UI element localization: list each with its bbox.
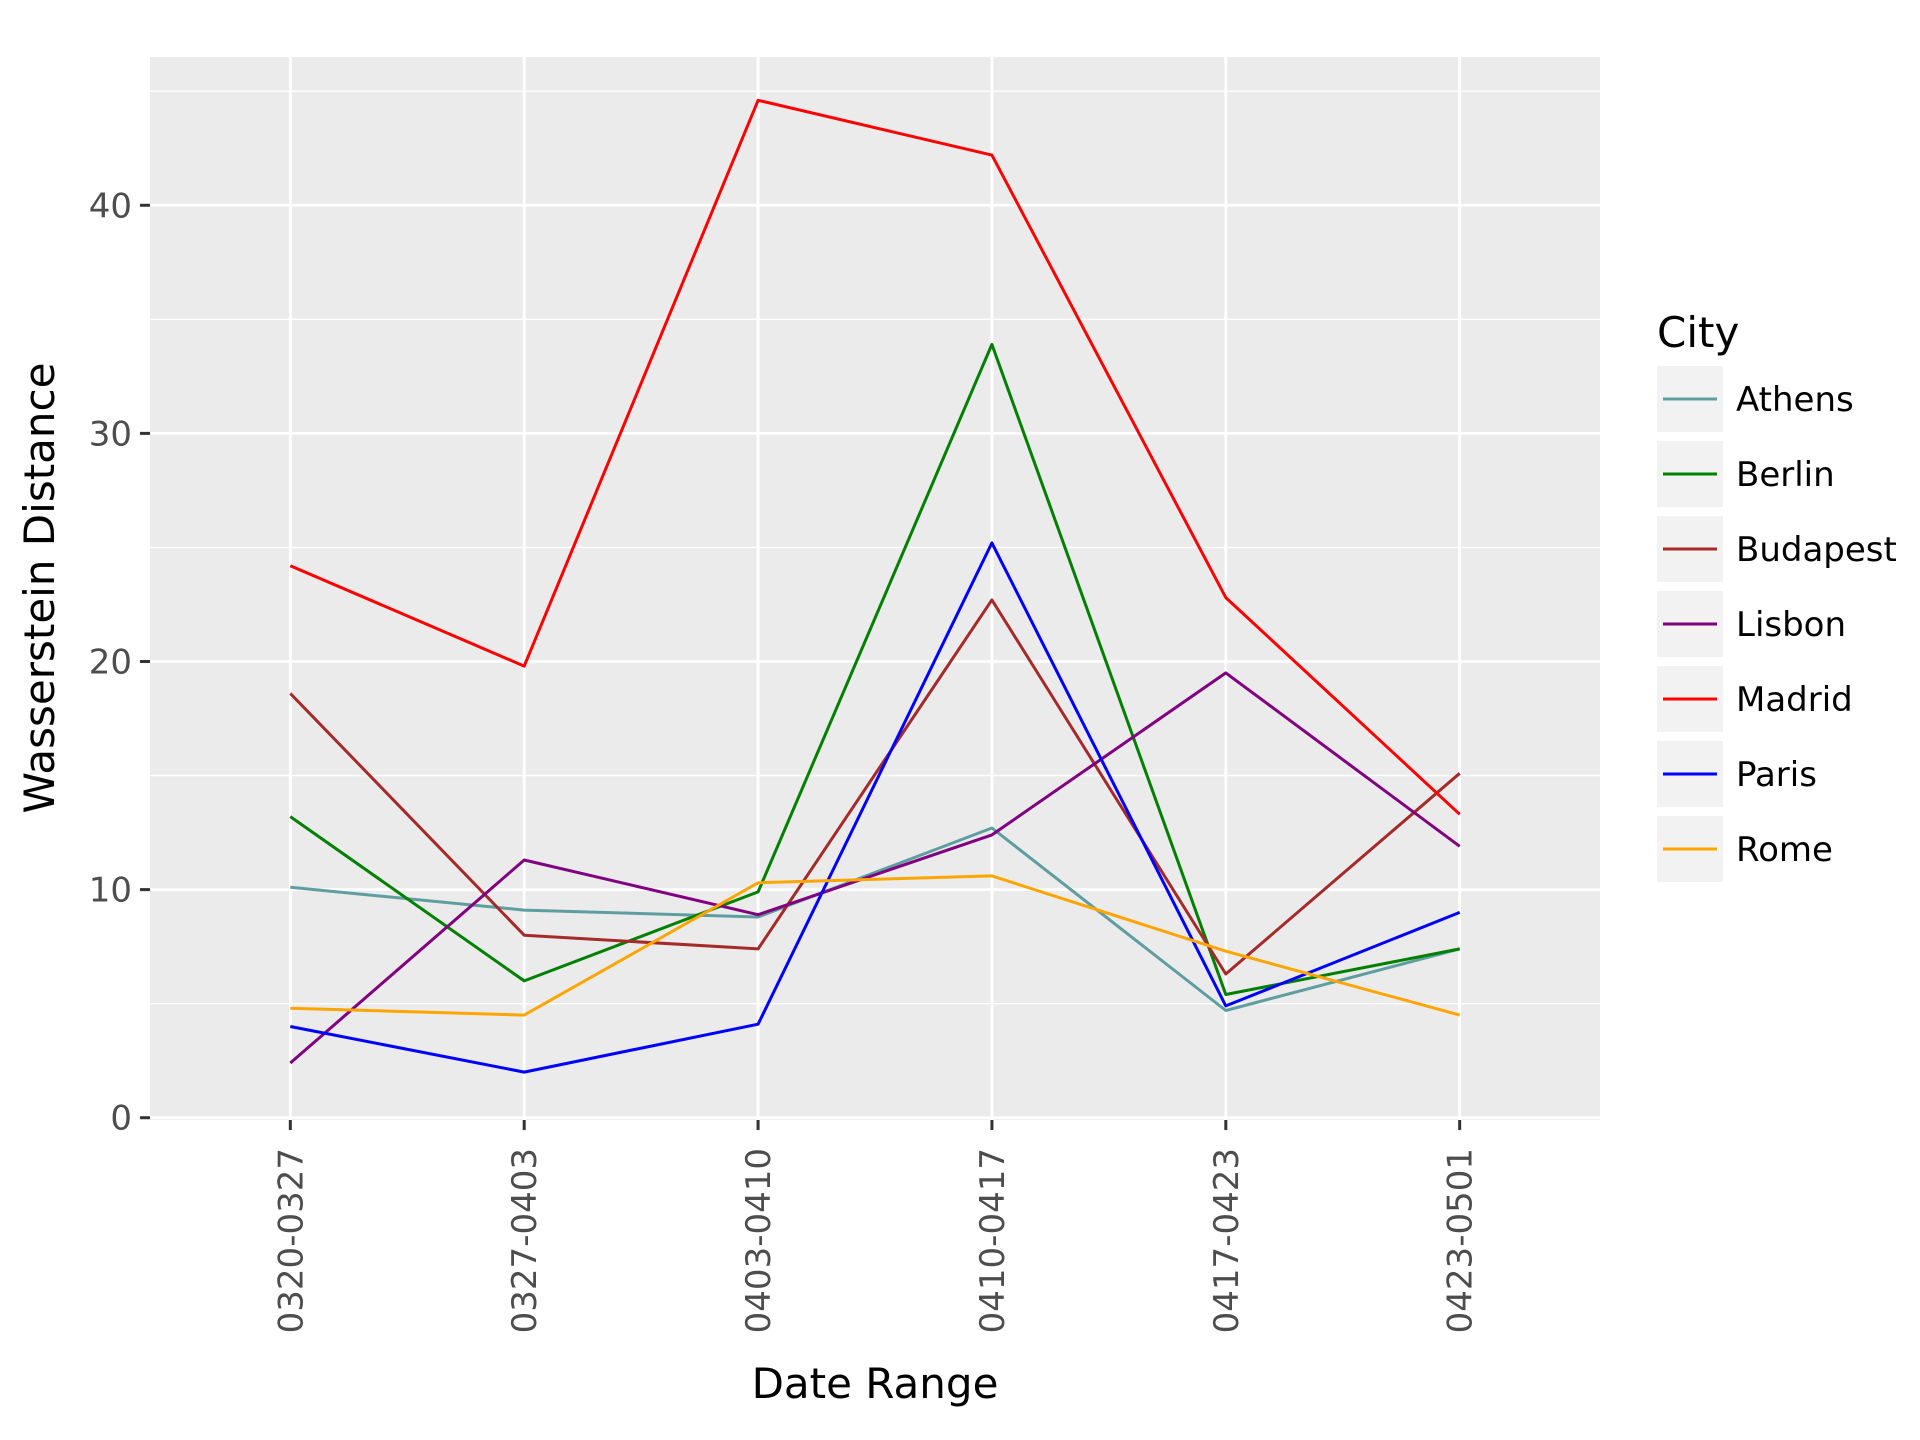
x-tick-label: 0320-0327	[271, 1148, 311, 1333]
x-tick-label: 0423-0501	[1441, 1148, 1481, 1333]
legend-label: Lisbon	[1736, 605, 1846, 645]
series-line-athens	[290, 826, 1461, 1012]
y-tick-label: 40	[89, 186, 132, 226]
plot-panel	[150, 57, 1600, 1120]
series-line-madrid	[289, 98, 1461, 816]
y-tick-label: 30	[89, 414, 132, 454]
legend-label: Madrid	[1736, 680, 1853, 720]
y-tick-label: 20	[89, 642, 132, 682]
y-tick-label: 10	[89, 871, 132, 911]
x-axis-title: Date Range	[752, 1359, 999, 1408]
legend-label: Rome	[1736, 830, 1833, 870]
legend-label: Paris	[1736, 755, 1817, 795]
x-tick-label: 0327-0403	[505, 1148, 545, 1333]
legend-label: Athens	[1736, 380, 1854, 420]
x-axis: 0320-0327 0327-0403 0403-0410 0410-0417 0417…	[271, 1120, 1481, 1333]
x-tick-label: 0417-0423	[1207, 1148, 1247, 1333]
series-lines	[289, 98, 1461, 1074]
legend: City Athens Berlin Budapest Lisbon Madrid Par…	[1657, 308, 1897, 882]
y-axis-title: Wasserstein Distance	[15, 363, 64, 814]
series-line-rome	[290, 874, 1461, 1017]
grid-major	[150, 57, 1600, 1120]
y-axis: 0 10 20 30 40	[89, 186, 150, 1139]
legend-title: City	[1657, 308, 1739, 357]
x-tick-label: 0403-0410	[739, 1148, 779, 1333]
legend-label: Budapest	[1736, 530, 1897, 570]
series-line-lisbon	[289, 671, 1461, 1065]
series-line-berlin	[289, 342, 1460, 996]
series-line-paris	[290, 541, 1461, 1074]
grid-minor	[150, 90, 1600, 1005]
y-tick-label: 0	[110, 1099, 132, 1139]
legend-label: Berlin	[1736, 455, 1835, 495]
x-tick-label: 0410-0417	[973, 1148, 1013, 1333]
